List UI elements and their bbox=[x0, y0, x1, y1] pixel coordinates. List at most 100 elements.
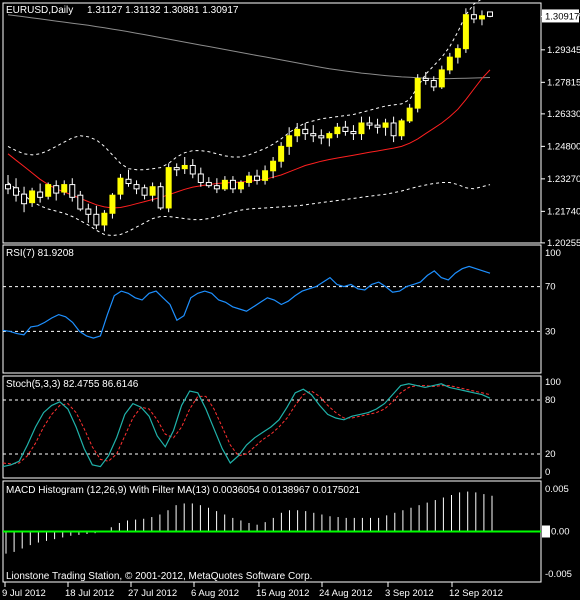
price-pane[interactable] bbox=[5, 0, 493, 237]
bear-candle bbox=[254, 175, 261, 181]
bull-candle bbox=[181, 164, 188, 170]
price-tick-label: 1.24800 bbox=[547, 141, 580, 152]
stoch-main-line bbox=[2, 383, 491, 468]
current-price-box bbox=[542, 9, 579, 23]
macd-title: MACD Histogram (12,26,9) With Filter MA(… bbox=[6, 485, 361, 496]
bear-candle bbox=[69, 184, 76, 198]
bear-candle bbox=[310, 133, 317, 137]
bull-candle bbox=[454, 48, 461, 58]
date-tick-label: 6 Aug 2012 bbox=[191, 588, 239, 599]
bear-candle bbox=[213, 185, 220, 190]
rsi-line bbox=[2, 265, 491, 339]
bear-candle bbox=[133, 184, 140, 190]
bull-candle bbox=[294, 128, 301, 137]
bear-candle bbox=[5, 184, 11, 190]
bear-candle bbox=[189, 164, 196, 175]
bear-candle bbox=[85, 208, 92, 215]
bull-candle bbox=[29, 190, 36, 204]
bear-candle bbox=[366, 122, 373, 126]
bull-candle bbox=[278, 145, 285, 162]
ohlc-readout: 1.31127 1.31132 1.30881 1.30917 bbox=[87, 5, 239, 16]
bear-candle bbox=[173, 167, 180, 171]
bull-candle bbox=[246, 175, 252, 183]
bear-candle bbox=[125, 178, 132, 185]
date-tick-label: 27 Jul 2012 bbox=[128, 588, 177, 599]
axes: 1.30917 1.29345 1.27815 1.26330 1.24800 1.232… bbox=[2, 9, 580, 599]
stoch-title: Stoch(5,3,3) 82.4755 86.6146 bbox=[6, 379, 139, 390]
bear-candle bbox=[374, 124, 381, 128]
bull-candle bbox=[109, 194, 116, 214]
bull-candle bbox=[382, 122, 389, 128]
bull-candle bbox=[101, 212, 108, 226]
pane-border-main bbox=[2, 2, 542, 244]
bear-candle bbox=[342, 126, 349, 132]
bull-candle bbox=[45, 184, 52, 197]
macd-tick-label: 0.00 bbox=[551, 527, 570, 538]
rsi-tick-label: 70 bbox=[545, 282, 556, 293]
bear-candle bbox=[157, 186, 164, 209]
bull-candle bbox=[149, 186, 156, 196]
bull-candle bbox=[462, 14, 469, 50]
bull-candle bbox=[478, 15, 485, 20]
symbol-title: EURUSD,Daily bbox=[6, 5, 73, 16]
bear-candle bbox=[390, 122, 397, 137]
price-tick-label: 1.20255 bbox=[547, 238, 580, 249]
macd-zero-marker bbox=[542, 525, 550, 538]
bear-candle bbox=[205, 181, 212, 187]
watermark: Lionstone Trading Station, © 2001-2012, … bbox=[6, 571, 312, 582]
bull-candle bbox=[446, 56, 453, 71]
bull-candle bbox=[358, 122, 365, 135]
rsi-title: RSI(7) 81.9208 bbox=[6, 248, 74, 259]
rsi-tick-label: 30 bbox=[545, 326, 556, 337]
stoch-tick-label: 20 bbox=[545, 449, 556, 460]
stoch-signal-line bbox=[2, 385, 491, 465]
bull-candle bbox=[165, 167, 172, 209]
price-tick-label: 1.26330 bbox=[547, 109, 580, 120]
date-tick-label: 12 Sep 2012 bbox=[449, 588, 503, 599]
bull-candle bbox=[406, 107, 413, 122]
bull-candle bbox=[334, 126, 341, 135]
pane-border-stoch bbox=[2, 375, 542, 479]
bull-candle bbox=[237, 181, 244, 190]
bear-candle bbox=[93, 213, 100, 226]
bull-candle bbox=[61, 184, 68, 193]
bull-candle bbox=[270, 160, 277, 172]
bear-candle bbox=[487, 11, 493, 17]
date-tick-label: 24 Aug 2012 bbox=[319, 588, 372, 599]
bear-candle bbox=[197, 173, 204, 183]
bull-candle bbox=[398, 120, 405, 137]
macd-tick-label: 0.005 bbox=[545, 484, 569, 495]
bull-candle bbox=[286, 135, 293, 147]
bull-candle bbox=[221, 179, 228, 190]
bear-candle bbox=[141, 187, 148, 196]
date-tick-label: 3 Sep 2012 bbox=[385, 588, 434, 599]
bear-candle bbox=[350, 130, 357, 135]
stoch-tick-label: 0 bbox=[545, 467, 550, 478]
bear-candle bbox=[318, 135, 325, 139]
band-lower-line bbox=[7, 182, 491, 237]
pane-border-rsi bbox=[2, 244, 542, 374]
price-tick-label: 1.27815 bbox=[547, 77, 580, 88]
bull-candle bbox=[326, 133, 333, 139]
bear-candle bbox=[422, 77, 429, 82]
bear-candle bbox=[302, 128, 309, 135]
bull-candle bbox=[438, 69, 445, 88]
current-price-label: 1.30917 bbox=[545, 11, 579, 22]
macd-tick-label: -0.005 bbox=[545, 569, 572, 580]
rsi-pane[interactable] bbox=[2, 265, 541, 339]
bear-candle bbox=[53, 185, 60, 194]
bear-candle bbox=[37, 191, 44, 198]
date-tick-label: 9 Jul 2012 bbox=[2, 588, 46, 599]
date-tick-label: 18 Jul 2012 bbox=[65, 588, 114, 599]
bull-candle bbox=[414, 77, 421, 109]
date-tick-label: 15 Aug 2012 bbox=[256, 588, 309, 599]
rsi-tick-label: 100 bbox=[545, 248, 561, 259]
price-tick-label: 1.29345 bbox=[547, 45, 580, 56]
price-tick-label: 1.23270 bbox=[547, 174, 580, 185]
stoch-pane[interactable] bbox=[2, 383, 541, 468]
bear-candle bbox=[77, 194, 84, 210]
bear-candle bbox=[430, 80, 437, 88]
macd-pane[interactable] bbox=[3, 491, 541, 554]
